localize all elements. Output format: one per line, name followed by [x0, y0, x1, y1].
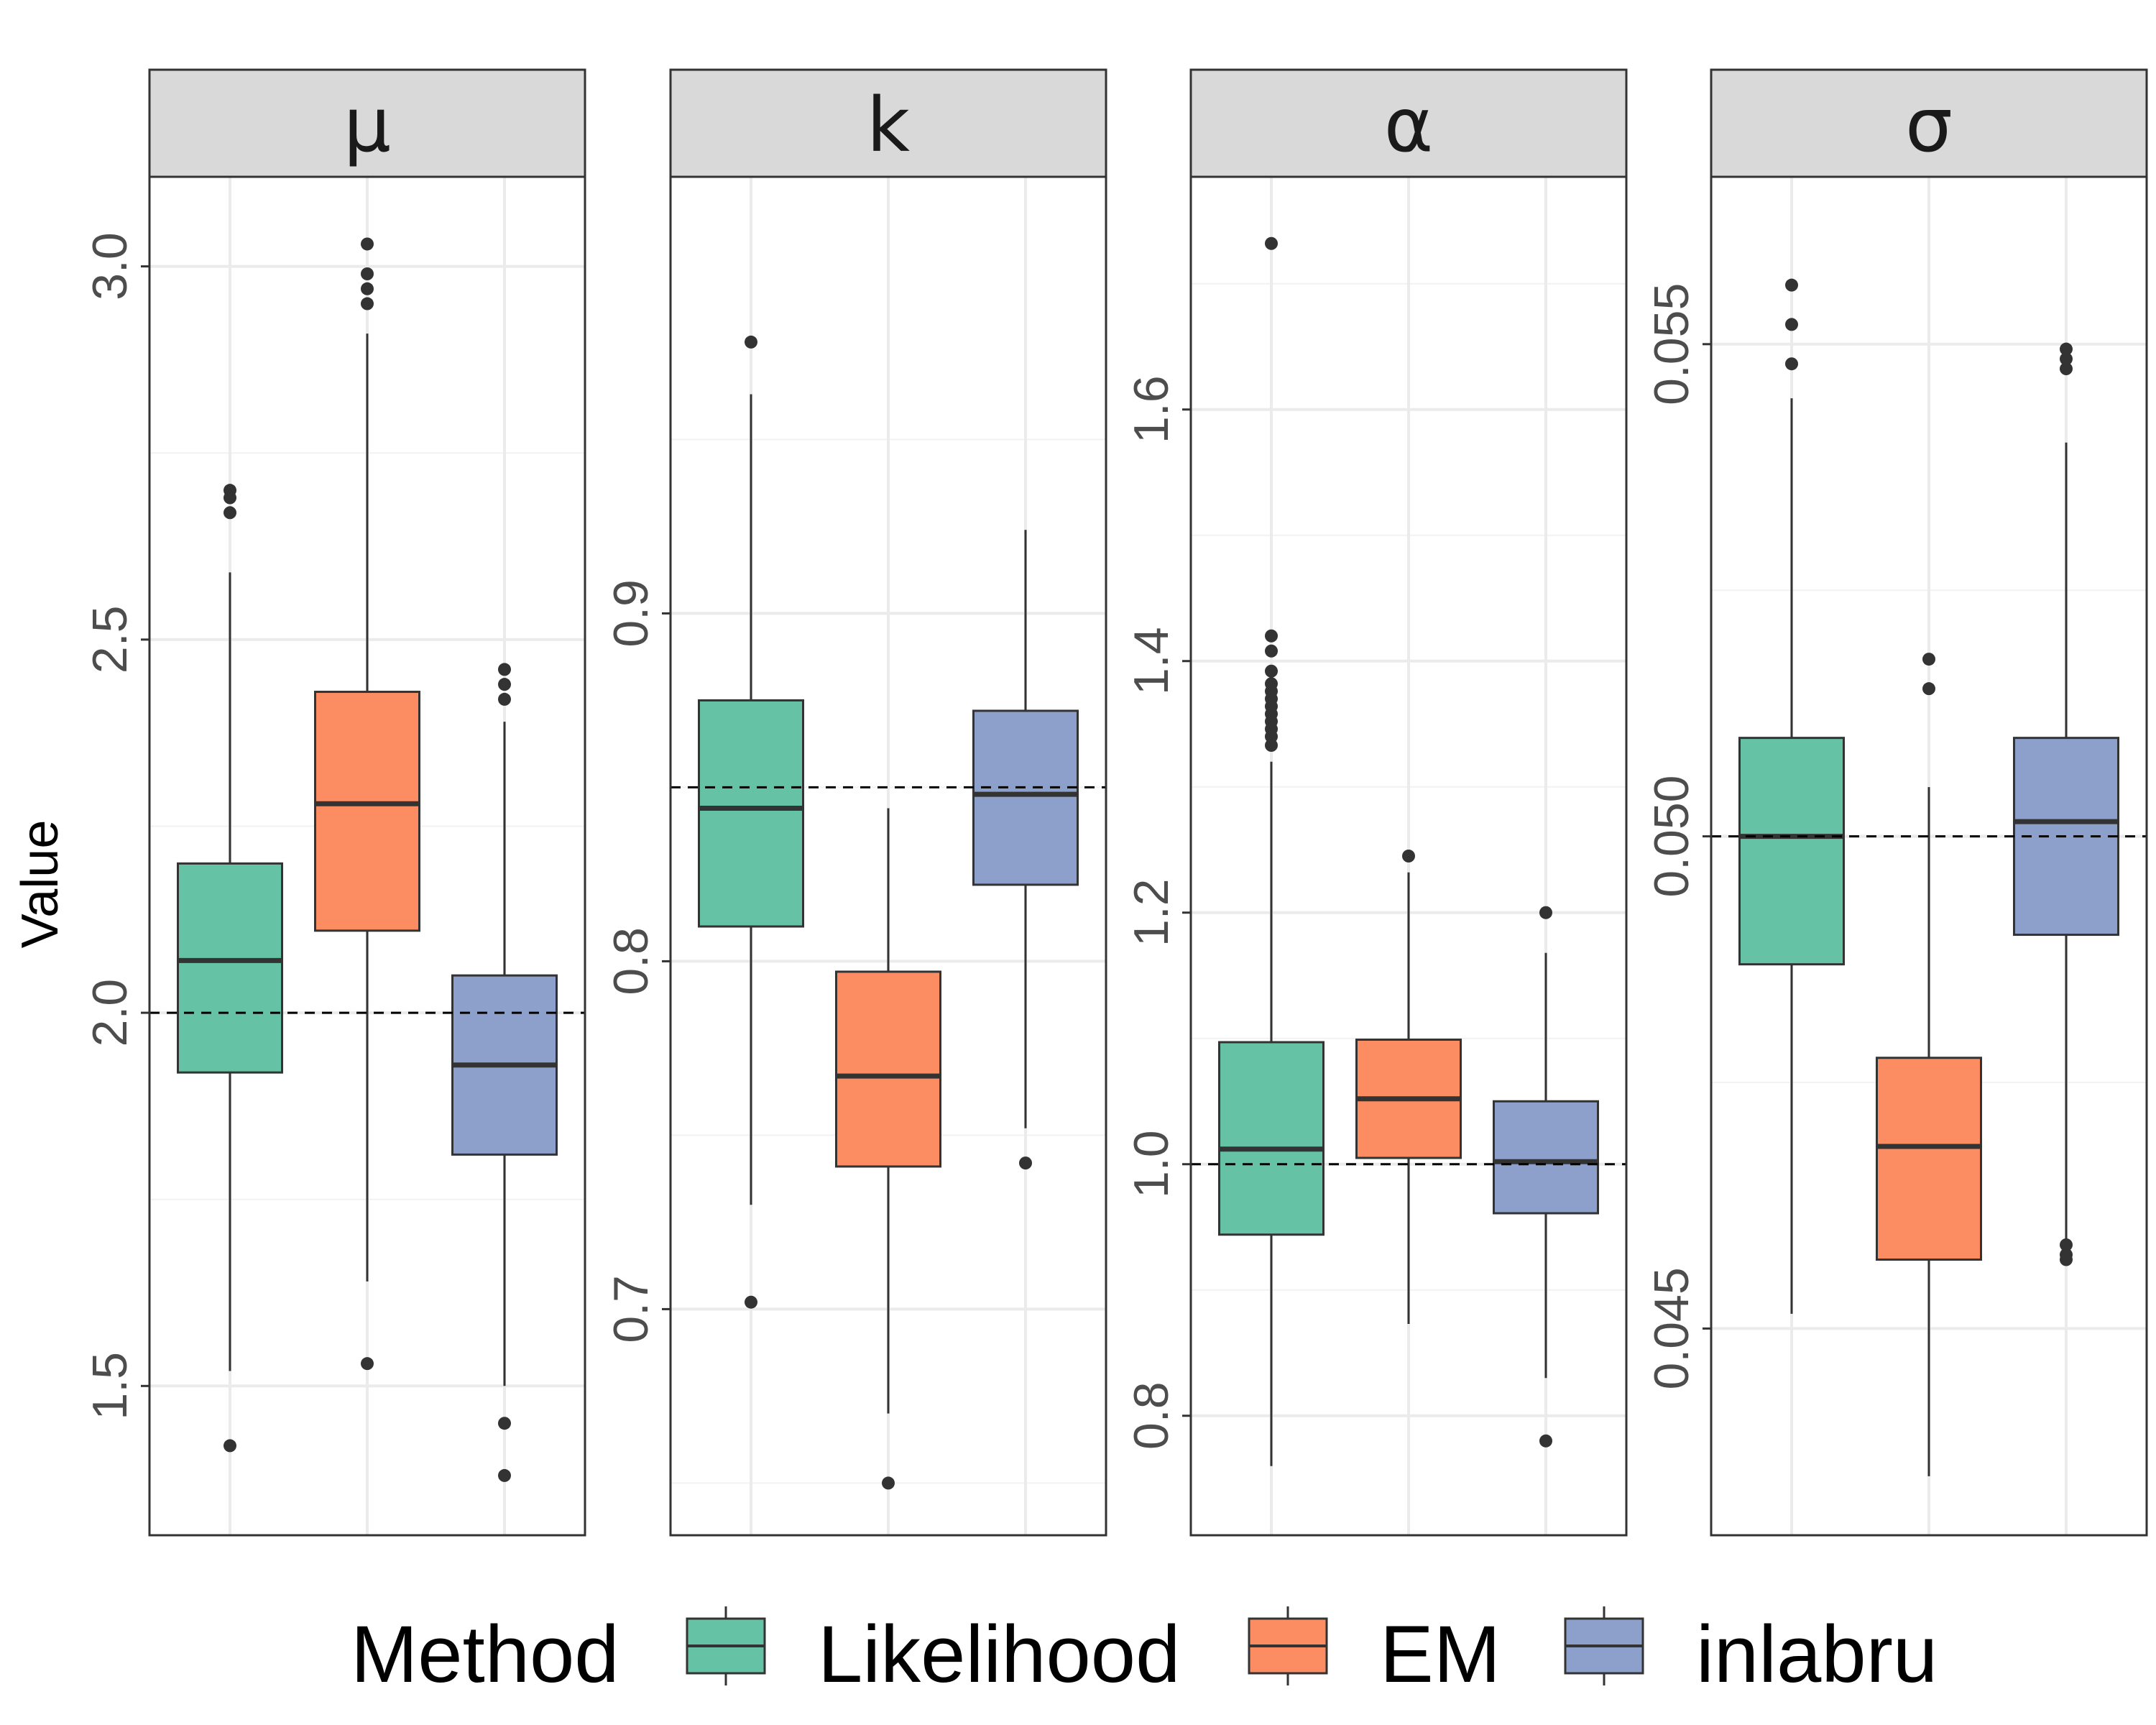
box-likelihood: [1738, 278, 1845, 1314]
outlier-point: [1922, 653, 1935, 666]
outlier-point: [361, 237, 374, 251]
iqr-box: [1218, 1041, 1325, 1236]
panel-2: k 0.7 0.8 0.9: [604, 68, 1107, 1537]
outlier-point: [498, 663, 511, 676]
panel-border: [669, 175, 1107, 1537]
y-tick-label: 0.9: [604, 579, 658, 648]
y-tick-label: 1.4: [1124, 627, 1179, 695]
panel-border: [1189, 175, 1628, 1537]
iqr-box: [314, 691, 420, 932]
outlier-point: [1265, 664, 1278, 678]
legend-label: Likelihood: [818, 1609, 1180, 1699]
legend-item-likelihood: Likelihood: [686, 1606, 1180, 1699]
strip-label: k: [867, 81, 910, 169]
y-tick-label: 1.2: [1124, 878, 1179, 947]
legend: Method Likelihood EM inlabru: [351, 1606, 1938, 1699]
y-tick-label: 0.8: [604, 927, 658, 995]
strip-background: [148, 68, 586, 178]
outlier-point: [1785, 357, 1798, 371]
box-likelihood: [698, 335, 804, 1309]
outlier-point: [1785, 318, 1798, 331]
panel-4: σ 0.045 0.050 0.055: [1644, 68, 2148, 1537]
outlier-point: [1265, 629, 1278, 643]
outlier-point: [1922, 682, 1935, 696]
y-axis-title: Value: [11, 820, 69, 949]
outlier-point: [2060, 1238, 2073, 1251]
iqr-box: [1493, 1100, 1599, 1215]
strip-label: α: [1384, 81, 1434, 169]
box-inlabru: [451, 663, 558, 1482]
outlier-point: [498, 1468, 511, 1482]
outlier-point: [1402, 850, 1415, 862]
y-tick-label: 0.7: [604, 1275, 658, 1343]
y-tick-label: 1.6: [1124, 375, 1179, 443]
box-em: [1355, 850, 1462, 1324]
outlier-point: [1265, 677, 1278, 691]
facet-panels: μ 1.5 2.0 2.5 3.0 k 0.7 0.8 0.9 α 0.8 1.0 1.2 1.4 1.6 σ…: [83, 68, 2148, 1537]
strip-label: μ: [344, 81, 391, 169]
outlier-point: [2060, 352, 2073, 366]
box-likelihood: [177, 484, 283, 1453]
outlier-point: [745, 335, 757, 349]
iqr-box: [1876, 1057, 1982, 1261]
outlier-point: [498, 692, 511, 706]
outlier-point: [361, 267, 374, 280]
iqr-box: [698, 699, 804, 928]
box-inlabru: [972, 530, 1079, 1170]
legend-item-em: EM: [1248, 1606, 1501, 1699]
box-em: [1876, 653, 1982, 1476]
outlier-point: [361, 282, 374, 295]
iqr-box: [972, 709, 1079, 886]
outlier-point: [2060, 1248, 2073, 1261]
outlier-point: [882, 1476, 895, 1490]
outlier-point: [1539, 906, 1552, 919]
box-em: [314, 237, 420, 1371]
y-tick-label: 2.5: [83, 606, 137, 674]
panel-border: [1710, 175, 2148, 1537]
y-tick-label: 2.0: [83, 979, 137, 1047]
outlier-point: [498, 678, 511, 691]
panel-1: μ 1.5 2.0 2.5 3.0: [83, 68, 586, 1537]
box-em: [835, 808, 941, 1490]
y-tick-label: 0.8: [1124, 1381, 1179, 1450]
outlier-point: [498, 1417, 511, 1430]
outlier-point: [1785, 278, 1798, 292]
y-tick-label: 1.0: [1124, 1130, 1179, 1198]
legend-title: Method: [351, 1609, 619, 1699]
outlier-point: [1019, 1156, 1032, 1170]
legend-label: EM: [1380, 1609, 1501, 1699]
outlier-point: [745, 1295, 757, 1309]
outlier-point: [2060, 342, 2073, 356]
outlier-point: [361, 297, 374, 310]
legend-item-inlabru: inlabru: [1564, 1606, 1938, 1699]
y-tick-label: 0.050: [1644, 776, 1699, 898]
outlier-point: [224, 484, 236, 497]
outlier-point: [1265, 644, 1278, 658]
box-inlabru: [1493, 906, 1599, 1448]
box-inlabru: [2013, 342, 2119, 1266]
outlier-point: [2060, 362, 2073, 376]
outlier-point: [1265, 236, 1278, 250]
strip-background: [669, 68, 1107, 178]
outlier-point: [361, 1357, 374, 1371]
y-tick-label: 1.5: [83, 1352, 137, 1420]
outlier-point: [1539, 1434, 1552, 1448]
iqr-box: [177, 862, 283, 1074]
panel-border: [148, 175, 586, 1537]
iqr-box: [1738, 737, 1845, 966]
y-tick-label: 3.0: [83, 232, 137, 300]
box-likelihood: [1218, 236, 1325, 1466]
panel-3: α 0.8 1.0 1.2 1.4 1.6: [1124, 68, 1628, 1537]
strip-label: σ: [1905, 81, 1953, 169]
legend-label: inlabru: [1696, 1609, 1938, 1699]
iqr-box: [835, 970, 941, 1168]
y-tick-label: 0.045: [1644, 1267, 1699, 1389]
outlier-point: [224, 1439, 236, 1453]
y-tick-label: 0.055: [1644, 283, 1699, 405]
strip-background: [1189, 68, 1628, 178]
outlier-point: [224, 506, 236, 520]
